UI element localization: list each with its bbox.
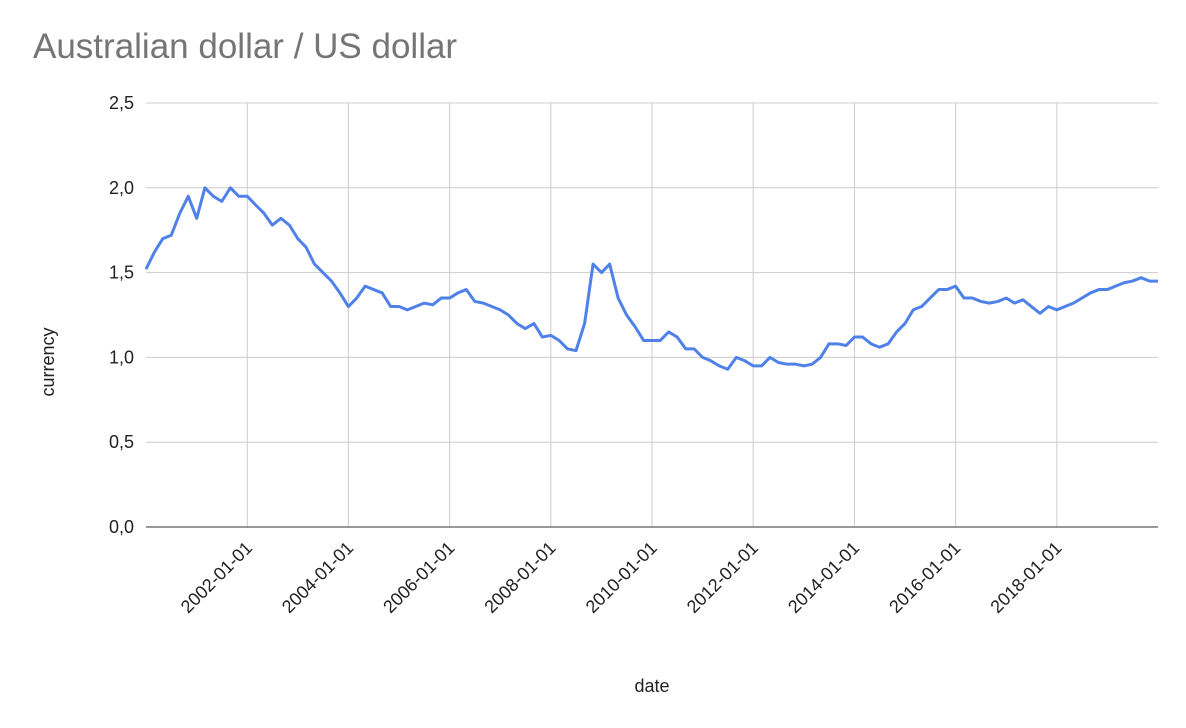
y-tick-label: 1,5 [109,263,134,283]
y-tick-label: 1,0 [109,347,134,367]
y-tick-label: 0,5 [109,432,134,452]
chart-title: Australian dollar / US dollar [33,27,457,66]
y-tick-label: 0,0 [109,517,134,537]
y-axis-title: currency [38,327,58,396]
x-axis-title: date [634,676,669,696]
data-line [144,186,1158,371]
y-tick-label: 2,5 [109,93,134,113]
y-tick-label: 2,0 [109,178,134,198]
